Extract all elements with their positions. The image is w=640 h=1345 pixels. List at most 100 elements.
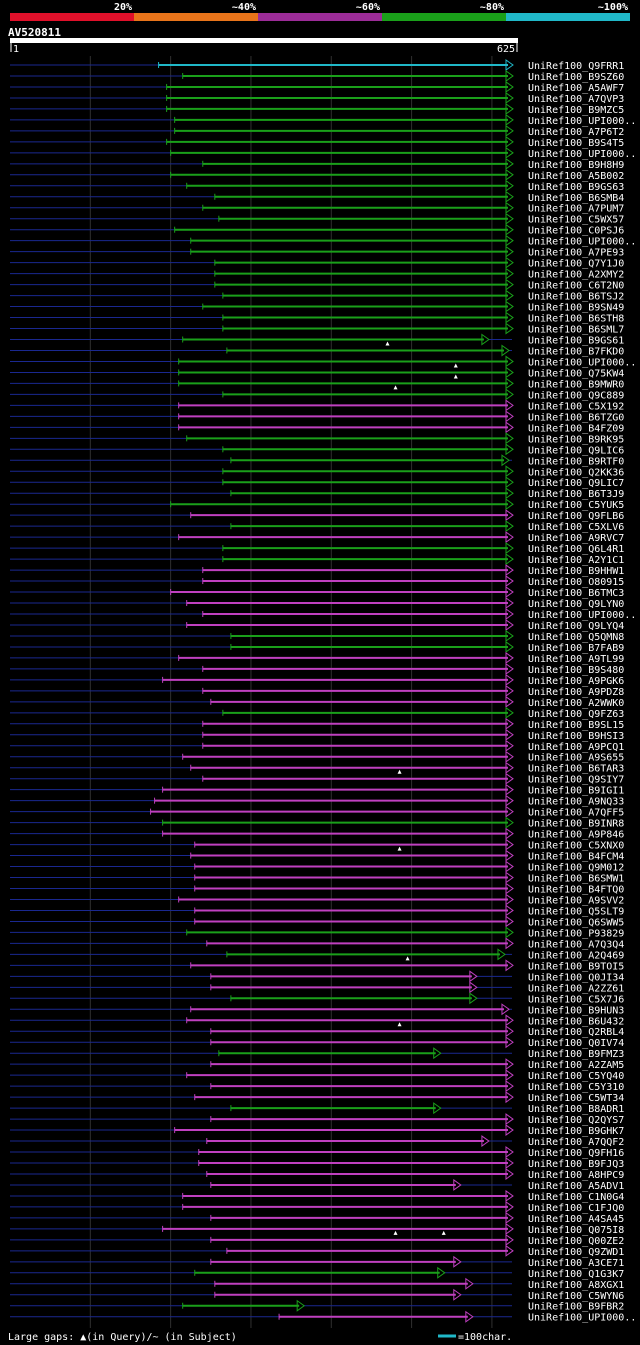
query-id-label: AV520811 <box>8 26 61 39</box>
hit-row: UniRef100_C1N0G4 <box>10 1189 624 1203</box>
hit-end-arrow <box>505 245 514 258</box>
hit-end-arrow <box>505 1168 514 1180</box>
hit-end-arrow <box>505 289 514 302</box>
hit-end-arrow <box>465 1310 474 1323</box>
hit-end-arrow <box>505 190 514 203</box>
hit-label: UniRef100_A2WWK0 <box>528 698 624 709</box>
hit-end-arrow <box>505 531 514 544</box>
hit-row: UniRef100_B9FMZ3 <box>10 1047 624 1060</box>
hit-label: UniRef100_A7PE93 <box>528 248 624 259</box>
hit-label: UniRef100_C5YQ40 <box>528 1071 624 1082</box>
hit-label: UniRef100_B6U432 <box>528 1016 624 1027</box>
hit-label: UniRef100_B4FTQ0 <box>528 885 624 896</box>
hit-label: UniRef100_A2ZZ61 <box>528 983 624 994</box>
hit-label: UniRef100_B6TSJ2 <box>528 292 624 303</box>
hit-row: UniRef100_A5B002 <box>10 168 624 182</box>
hit-row: UniRef100_Q9FRR1 <box>10 59 624 72</box>
hit-row: UniRef100_B9RTF0 <box>10 454 624 467</box>
hit-row: UniRef100_C0PSJ6 <box>10 223 624 237</box>
hit-label: UniRef100_Q5SLT9 <box>528 906 624 917</box>
hit-row: UniRef100_B6TMC3 <box>10 586 624 599</box>
hit-label: UniRef100_A3CE71 <box>528 1258 624 1269</box>
hit-end-arrow <box>505 1211 514 1224</box>
footer-scale-text: =100char. <box>458 1332 512 1343</box>
hit-row: UniRef100_UPI000.. <box>10 355 636 368</box>
hit-row: UniRef100_B6TAR3 <box>10 761 624 775</box>
hit-label: UniRef100_C5XLV6 <box>528 522 624 533</box>
hit-row: UniRef100_B6SML7 <box>10 322 624 336</box>
hit-end-arrow <box>505 684 514 697</box>
hit-label: UniRef100_B6SMW1 <box>528 874 624 885</box>
hit-label: UniRef100_B9SZ60 <box>528 72 624 83</box>
query-start-label: 1 <box>13 44 19 55</box>
hit-row: UniRef100_C5Y310 <box>10 1080 624 1093</box>
hit-label: UniRef100_A2XMY2 <box>528 270 624 281</box>
hit-row: UniRef100_B9H8H9 <box>10 157 624 171</box>
hit-end-arrow <box>505 937 514 950</box>
hit-end-arrow <box>505 1036 514 1049</box>
hit-end-arrow <box>505 761 514 774</box>
identity-legend-swatch <box>258 13 382 21</box>
hit-row: UniRef100_A9NQ33 <box>10 794 624 808</box>
query-gap-marker <box>453 374 458 379</box>
hit-row: UniRef100_UPI000.. <box>10 608 636 621</box>
hit-end-arrow <box>505 476 514 489</box>
identity-legend-label: ~100% <box>598 2 628 13</box>
hit-label: UniRef100_B9HSI3 <box>528 731 624 742</box>
hit-label: UniRef100_B9IGI1 <box>528 786 624 797</box>
hit-label: UniRef100_C5YUK5 <box>528 500 624 511</box>
query-end-label: 625 <box>497 44 515 55</box>
query-gap-marker <box>405 956 410 961</box>
hit-row: UniRef100_A9PCQ1 <box>10 739 624 753</box>
hit-label: UniRef100_B9S4T5 <box>528 138 624 149</box>
hit-row: UniRef100_B4FTQ0 <box>10 882 624 896</box>
hit-label: UniRef100_Q2RBL4 <box>528 1027 624 1038</box>
hit-end-arrow <box>505 465 514 478</box>
hit-end-arrow <box>505 91 514 104</box>
hit-label: UniRef100_B8ADR1 <box>528 1104 624 1115</box>
hit-row: UniRef100_B9GHK7 <box>10 1124 624 1137</box>
hit-end-arrow <box>497 948 506 961</box>
hit-row: UniRef100_A8XGX1 <box>10 1277 624 1291</box>
hit-label: UniRef100_Q2QYS7 <box>528 1115 624 1126</box>
hit-row: UniRef100_C5X7J6 <box>10 992 624 1005</box>
hit-end-arrow <box>505 575 514 588</box>
hit-end-arrow <box>505 926 514 939</box>
hit-row: UniRef100_A9PGK6 <box>10 673 624 687</box>
hit-end-arrow <box>481 333 490 346</box>
hit-label: UniRef100_C5WT34 <box>528 1093 624 1104</box>
hit-label: UniRef100_Q9FZ63 <box>528 709 624 720</box>
hit-label: UniRef100_B9FJQ3 <box>528 1159 624 1170</box>
hit-end-arrow <box>505 1222 514 1235</box>
hit-label: UniRef100_B9SL15 <box>528 720 624 731</box>
hit-row: UniRef100_B9SN49 <box>10 300 624 314</box>
hit-end-arrow <box>505 432 514 445</box>
hit-label: UniRef100_C0PSJ6 <box>528 226 624 237</box>
hit-row: UniRef100_Q00ZE2 <box>10 1233 624 1247</box>
identity-legend: 20% ~40% ~60% ~80% ~100% <box>10 2 630 21</box>
hit-end-arrow <box>505 717 514 730</box>
hit-end-arrow <box>505 1157 514 1169</box>
query-gap-marker <box>393 385 398 390</box>
hit-row: UniRef100_C5YQ40 <box>10 1069 624 1082</box>
hit-row: UniRef100_A2ZAM5 <box>10 1058 624 1071</box>
hit-row: UniRef100_A2XMY2 <box>10 267 624 281</box>
hit-row: UniRef100_A7PE93 <box>10 245 624 259</box>
hit-row: UniRef100_C5WT34 <box>10 1091 624 1104</box>
hit-row: UniRef100_B6TZG0 <box>10 410 624 423</box>
hit-end-arrow <box>453 1288 462 1301</box>
hit-end-arrow <box>505 311 514 324</box>
hit-row: UniRef100_Q9FZ63 <box>10 706 624 720</box>
hit-label: UniRef100_B9MZC5 <box>528 105 624 116</box>
hit-end-arrow <box>505 1014 514 1027</box>
hit-end-arrow <box>505 860 514 873</box>
hit-row: UniRef100_A9S655 <box>10 750 624 764</box>
hit-label: UniRef100_Q075I8 <box>528 1225 624 1236</box>
hit-label: UniRef100_A5B002 <box>528 171 624 182</box>
hit-end-arrow <box>505 750 514 763</box>
hit-end-arrow <box>505 629 514 642</box>
hit-label: UniRef100_A5ADV1 <box>528 1181 624 1192</box>
hit-end-arrow <box>505 201 514 214</box>
hit-row: UniRef100_A9TL99 <box>10 651 624 665</box>
hit-row: UniRef100_Q6L4R1 <box>10 542 624 555</box>
